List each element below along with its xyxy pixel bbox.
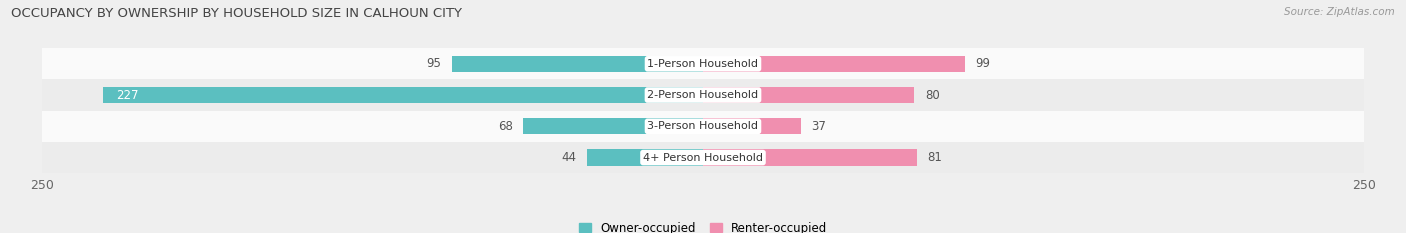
Bar (703, 118, 801, 134)
Text: 81: 81 (928, 151, 942, 164)
Bar (703, 56, 965, 72)
Text: Source: ZipAtlas.com: Source: ZipAtlas.com (1284, 7, 1395, 17)
Bar (42, 142, 1364, 173)
Bar (42, 48, 1364, 79)
Text: 3-Person Household: 3-Person Household (648, 121, 758, 131)
Bar (451, 56, 703, 72)
Bar (586, 149, 703, 166)
Text: 44: 44 (561, 151, 576, 164)
Text: 95: 95 (426, 57, 441, 70)
Text: 68: 68 (498, 120, 513, 133)
Text: 99: 99 (976, 57, 990, 70)
Bar (42, 79, 1364, 111)
Text: 2-Person Household: 2-Person Household (647, 90, 759, 100)
Bar (703, 87, 914, 103)
Text: 4+ Person Household: 4+ Person Household (643, 153, 763, 163)
Bar (42, 111, 1364, 142)
Legend: Owner-occupied, Renter-occupied: Owner-occupied, Renter-occupied (574, 217, 832, 233)
Bar (523, 118, 703, 134)
Text: 227: 227 (117, 89, 139, 102)
Text: OCCUPANCY BY OWNERSHIP BY HOUSEHOLD SIZE IN CALHOUN CITY: OCCUPANCY BY OWNERSHIP BY HOUSEHOLD SIZE… (11, 7, 463, 20)
Text: 37: 37 (811, 120, 827, 133)
Bar (703, 149, 917, 166)
Bar (103, 87, 703, 103)
Text: 80: 80 (925, 89, 939, 102)
Text: 1-Person Household: 1-Person Household (648, 59, 758, 69)
